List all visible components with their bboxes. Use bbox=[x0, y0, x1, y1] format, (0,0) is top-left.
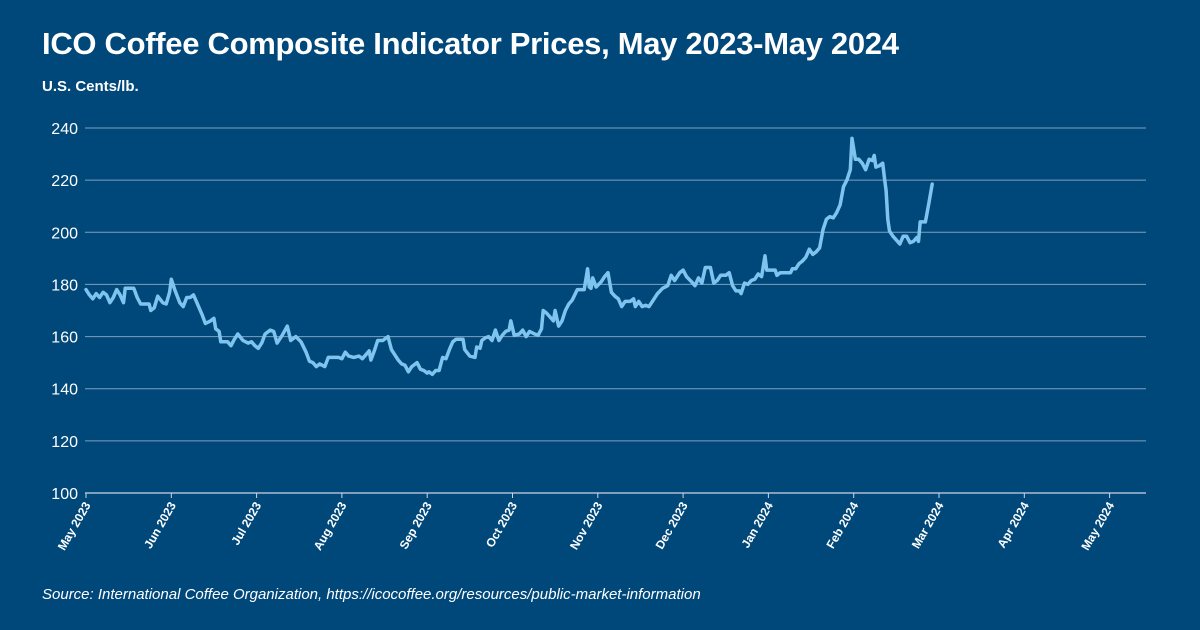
x-tick-label: Dec 2023 bbox=[653, 499, 691, 551]
y-tick-label: 100 bbox=[51, 486, 78, 503]
x-tick-label: May 2023 bbox=[55, 499, 94, 553]
y-axis-unit-label: U.S. Cents/lb. bbox=[42, 78, 139, 95]
x-tick-label: Feb 2024 bbox=[823, 499, 861, 551]
x-tick-label: Jul 2023 bbox=[228, 499, 264, 547]
y-tick-label: 200 bbox=[51, 225, 78, 242]
price-series-line bbox=[84, 136, 934, 377]
x-tick-label: Apr 2024 bbox=[994, 499, 1032, 550]
x-tick-label: Jan 2024 bbox=[739, 499, 777, 550]
y-tick-label: 140 bbox=[51, 382, 78, 399]
y-tick-label: 160 bbox=[51, 330, 78, 347]
y-tick-label: 240 bbox=[51, 121, 78, 138]
y-tick-label: 120 bbox=[51, 434, 78, 451]
x-tick-label: Nov 2023 bbox=[567, 499, 606, 552]
x-tick-label: Mar 2024 bbox=[909, 499, 947, 551]
x-tick-label: Aug 2023 bbox=[311, 499, 350, 552]
x-tick-label: Oct 2023 bbox=[483, 499, 520, 550]
chart-title: ICO Coffee Composite Indicator Prices, M… bbox=[42, 26, 899, 61]
x-tick-label: May 2024 bbox=[1078, 499, 1117, 553]
x-tick-label: Jun 2023 bbox=[141, 499, 179, 551]
x-tick-label: Sep 2023 bbox=[397, 499, 435, 551]
y-tick-label: 220 bbox=[51, 173, 78, 190]
source-note: Source: International Coffee Organizatio… bbox=[42, 586, 701, 603]
y-tick-label: 180 bbox=[51, 277, 78, 294]
